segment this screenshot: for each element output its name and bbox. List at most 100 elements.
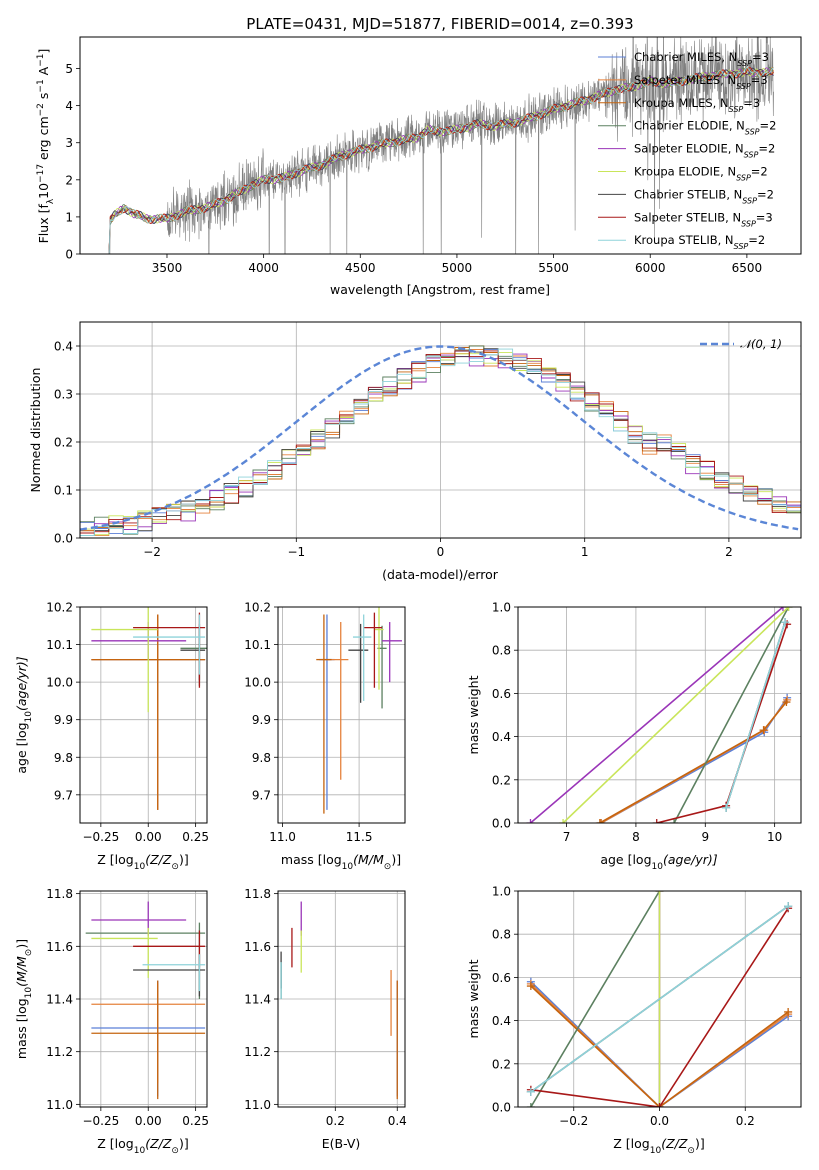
y-tick-label: 11.2 bbox=[244, 1045, 271, 1059]
y-tick-label: 10.1 bbox=[244, 638, 271, 652]
y-tick-label: 0.2 bbox=[492, 1057, 511, 1071]
y-tick-label: 9.8 bbox=[54, 751, 73, 765]
y-tick-label: 5 bbox=[65, 62, 73, 76]
point-salpeter-stelib bbox=[363, 612, 383, 688]
x-tick-label: 5500 bbox=[538, 261, 569, 275]
data-point bbox=[670, 819, 679, 823]
y-tick-label: 2 bbox=[65, 173, 73, 187]
y-tick-label: 11.2 bbox=[46, 1045, 73, 1059]
data-point bbox=[652, 819, 661, 823]
y-axis-label: mass weight bbox=[466, 675, 481, 754]
data-point bbox=[526, 982, 535, 991]
point-kroupa-miles bbox=[91, 980, 206, 1100]
series-line bbox=[530, 907, 789, 1107]
point-kroupa-elodie bbox=[374, 607, 384, 690]
model-spectrum-salpeter-stelib bbox=[108, 67, 774, 254]
point-salpeter-miles bbox=[325, 622, 349, 780]
x-axis-label: wavelength [Angstrom, rest frame] bbox=[330, 282, 550, 297]
weight-vs-age-panel: 7 8 9 10 0.0 0.2 0.4 0.6 0.8 1.0 age [log10(age/yr… bbox=[466, 601, 802, 872]
x-tick-label: 4000 bbox=[248, 261, 279, 275]
y-tick-label: 0.4 bbox=[492, 730, 511, 744]
series-chabrier-miles bbox=[597, 693, 792, 823]
y-tick-label: 9.7 bbox=[54, 788, 73, 802]
data-point bbox=[722, 803, 731, 812]
weight-vs-metallicity-panel: −0.2 0.0 0.2 0.0 0.2 0.4 0.6 0.8 1.0 Z [log10(Z/Z… bbox=[466, 885, 802, 1156]
x-axis-label: age [log10(age/yr)] bbox=[600, 852, 717, 872]
series-line bbox=[529, 607, 784, 823]
legend-entry: Kroupa ELODIE, NSSP=2 bbox=[634, 165, 768, 183]
plot-area bbox=[526, 891, 793, 1107]
y-tick-label: 0.4 bbox=[54, 340, 73, 354]
y-tick-label: 11.8 bbox=[244, 887, 271, 901]
point-chabrier-miles bbox=[319, 614, 335, 810]
point-kroupa-stelib bbox=[142, 954, 206, 992]
legend-entry: Chabrier STELIB, NSSP=2 bbox=[634, 187, 774, 205]
data-point bbox=[759, 726, 768, 735]
point-kroupa-miles bbox=[316, 614, 332, 814]
y-tick-label: 1.0 bbox=[492, 885, 511, 899]
series-line bbox=[530, 905, 789, 1093]
axes-frame bbox=[277, 606, 406, 824]
series-kroupa-stelib bbox=[526, 902, 793, 1096]
residual-histogram-panel: −2 −1 0 1 2 0.0 0.1 0.2 0.3 0.4 𝒩(0, 1) (data-model… bbox=[28, 321, 802, 582]
x-tick-label: 6000 bbox=[635, 261, 666, 275]
axes-frame bbox=[277, 890, 406, 1108]
y-tick-label: 0.3 bbox=[54, 388, 73, 402]
data-point bbox=[559, 819, 568, 823]
x-tick-label: 2 bbox=[725, 545, 733, 559]
axes-frame bbox=[517, 890, 802, 1108]
series-line bbox=[673, 607, 790, 823]
plot-area bbox=[85, 901, 206, 1100]
y-tick-label: 1.0 bbox=[492, 601, 511, 615]
x-tick-label: 10 bbox=[767, 830, 782, 844]
y-tick-label: 11.4 bbox=[46, 993, 73, 1007]
y-tick-label: 0.4 bbox=[492, 1014, 511, 1028]
series-line bbox=[562, 607, 790, 823]
y-axis-label: age [log10(age/yr)] bbox=[14, 656, 34, 773]
x-tick-label: 3500 bbox=[152, 261, 183, 275]
point-chabrier-stelib bbox=[348, 623, 369, 703]
y-axis-label: mass weight bbox=[466, 959, 481, 1038]
y-tick-label: 0.0 bbox=[492, 817, 511, 831]
y-tick-label: 11.0 bbox=[244, 1098, 271, 1112]
series-line bbox=[725, 621, 786, 809]
axes-frame bbox=[79, 36, 802, 255]
series-line bbox=[530, 983, 789, 1107]
legend-entry: Chabrier MILES, NSSP=3 bbox=[634, 50, 769, 68]
x-tick-label: 7 bbox=[563, 830, 571, 844]
mass-vs-metallicity-panel: −0.25 0.00 0.25 11.0 11.2 11.4 11.6 11.8 Z [log1… bbox=[14, 887, 209, 1156]
series-line bbox=[530, 891, 661, 1107]
point-salpeter-elodie bbox=[382, 622, 402, 683]
data-point bbox=[597, 819, 606, 823]
y-tick-label: 0.0 bbox=[54, 532, 73, 546]
x-tick-label: 0 bbox=[437, 545, 445, 559]
x-tick-label: 0.2 bbox=[736, 1114, 755, 1128]
data-point bbox=[595, 819, 604, 823]
data-point bbox=[526, 819, 535, 823]
x-tick-label: −0.25 bbox=[82, 830, 119, 844]
y-tick-label: 11.4 bbox=[244, 993, 271, 1007]
model-spectrum-kroupa-stelib bbox=[108, 66, 774, 254]
legend-entry: Salpeter ELODIE, NSSP=2 bbox=[634, 142, 775, 160]
histogram-kroupa-stelib bbox=[80, 348, 801, 536]
x-tick-label: 6500 bbox=[732, 261, 763, 275]
legend-entry: Kroupa MILES, NSSP=3 bbox=[634, 96, 760, 114]
y-tick-label: 10.2 bbox=[46, 601, 73, 615]
x-tick-label: 0.2 bbox=[326, 1114, 345, 1128]
x-tick-label: 1 bbox=[581, 545, 589, 559]
y-tick-label: 11.6 bbox=[46, 940, 73, 954]
y-tick-label: 0 bbox=[65, 248, 73, 262]
x-axis-label: mass [log10(M/M⊙)] bbox=[281, 852, 401, 872]
y-tick-label: 0.0 bbox=[492, 1101, 511, 1115]
axes-frame bbox=[79, 606, 208, 824]
point-chabrier-elodie bbox=[85, 922, 206, 999]
y-tick-label: 0.6 bbox=[492, 687, 511, 701]
x-tick-label: 0.4 bbox=[388, 1114, 407, 1128]
data-point bbox=[655, 1103, 664, 1107]
x-axis-label: Z [log10(Z/Z⊙)] bbox=[613, 1136, 704, 1156]
plot-area bbox=[280, 901, 398, 1100]
data-point bbox=[526, 1103, 535, 1107]
x-tick-label: −1 bbox=[287, 545, 305, 559]
spectrum-panel: 3500 4000 4500 5000 5500 6000 6500 0 1 2 3 4 5 Chabri… bbox=[36, 36, 802, 297]
